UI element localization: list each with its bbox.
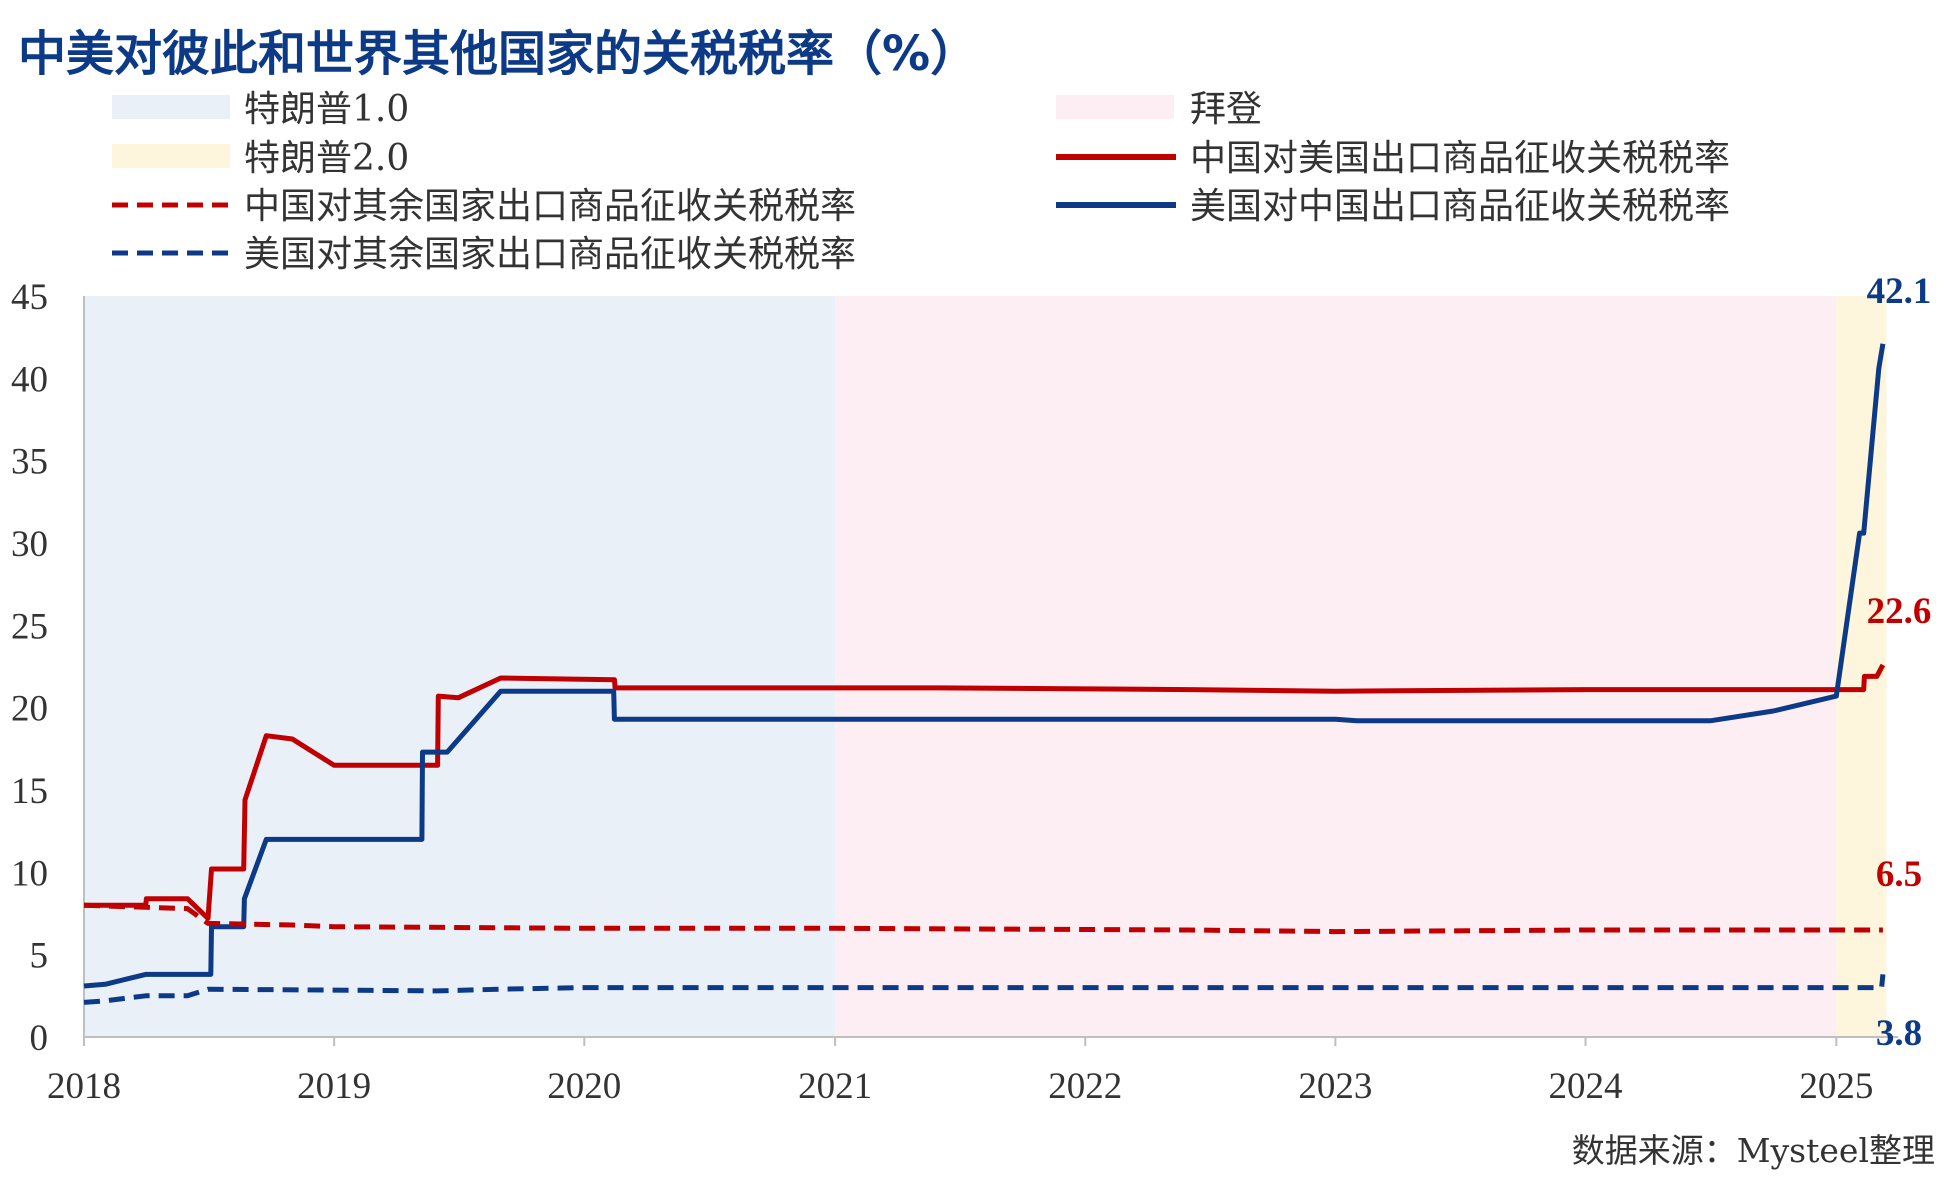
legend-label-us-to-rest: 美国对其余国家出口商品征收关税税率 — [244, 234, 856, 275]
x-tick-label: 2022 — [1048, 1066, 1122, 1107]
legend-item-trump1: 特朗普1.0 — [112, 89, 409, 130]
period-bands — [84, 296, 1887, 1037]
y-tick-label: 40 — [11, 359, 48, 400]
end-labels: 22.6 42.1 6.5 3.8 — [1867, 271, 1932, 1054]
y-tick-label: 45 — [11, 277, 48, 318]
legend-item-cn-to-us: 中国对美国出口商品征收关税税率 — [1056, 138, 1730, 179]
end-label-us-to-rest: 3.8 — [1876, 1013, 1922, 1054]
period-band-biden — [835, 296, 1837, 1037]
y-tick-label: 5 — [30, 936, 49, 977]
series-line-cn-to-us — [84, 663, 1886, 921]
legend-label-cn-to-rest: 中国对其余国家出口商品征收关税税率 — [244, 186, 856, 227]
legend-item-us-to-cn: 美国对中国出口商品征收关税税率 — [1056, 186, 1730, 227]
legend-label-trump1: 特朗普1.0 — [244, 89, 409, 130]
legend: 特朗普1.0 拜登 特朗普2.0 中国对美国出口商品征收关税税率 中国对其余国家… — [112, 89, 1730, 275]
x-tick-label: 2018 — [47, 1066, 121, 1107]
y-tick-label: 30 — [11, 524, 48, 565]
x-tick-label: 2025 — [1799, 1066, 1873, 1107]
series-line-us-to-cn — [83, 343, 1886, 989]
end-label-us-to-cn: 42.1 — [1867, 271, 1932, 312]
end-label-cn-to-us: 22.6 — [1867, 591, 1932, 632]
legend-item-us-to-rest: 美国对其余国家出口商品征收关税税率 — [112, 234, 856, 275]
x-tick-label: 2023 — [1298, 1066, 1372, 1107]
x-tick-label: 2024 — [1549, 1066, 1623, 1107]
y-tick-label: 0 — [30, 1018, 49, 1059]
y-tick-label: 15 — [11, 771, 48, 812]
source-note: 数据来源：Mysteel整理 — [1572, 1131, 1935, 1170]
series-line-cn-to-rest — [83, 902, 1883, 935]
period-band-trump2 — [1836, 296, 1887, 1037]
y-tick-label: 35 — [11, 442, 48, 483]
legend-label-cn-to-us: 中国对美国出口商品征收关税税率 — [1190, 138, 1730, 179]
legend-swatch-trump1 — [112, 95, 230, 119]
chart-title: 中美对彼此和世界其他国家的关税税率（%） — [18, 26, 978, 82]
legend-swatch-trump2 — [112, 144, 230, 168]
series-line-us-to-rest — [83, 974, 1886, 1005]
x-tick-label: 2021 — [798, 1066, 872, 1107]
y-tick-label: 20 — [11, 689, 48, 730]
legend-item-cn-to-rest: 中国对其余国家出口商品征收关税税率 — [112, 186, 856, 227]
legend-label-trump2: 特朗普2.0 — [244, 138, 409, 179]
legend-item-biden: 拜登 — [1056, 89, 1262, 130]
legend-swatch-biden — [1056, 95, 1174, 119]
legend-item-trump2: 特朗普2.0 — [112, 138, 409, 179]
x-tick-label: 2019 — [297, 1066, 371, 1107]
end-label-cn-to-rest: 6.5 — [1876, 854, 1922, 895]
x-tick-label: 2020 — [547, 1066, 621, 1107]
y-tick-label: 10 — [11, 853, 48, 894]
legend-label-biden: 拜登 — [1190, 89, 1262, 130]
legend-label-us-to-cn: 美国对中国出口商品征收关税税率 — [1190, 186, 1730, 227]
series-lines — [83, 343, 1886, 1005]
y-tick-label: 25 — [11, 606, 48, 647]
